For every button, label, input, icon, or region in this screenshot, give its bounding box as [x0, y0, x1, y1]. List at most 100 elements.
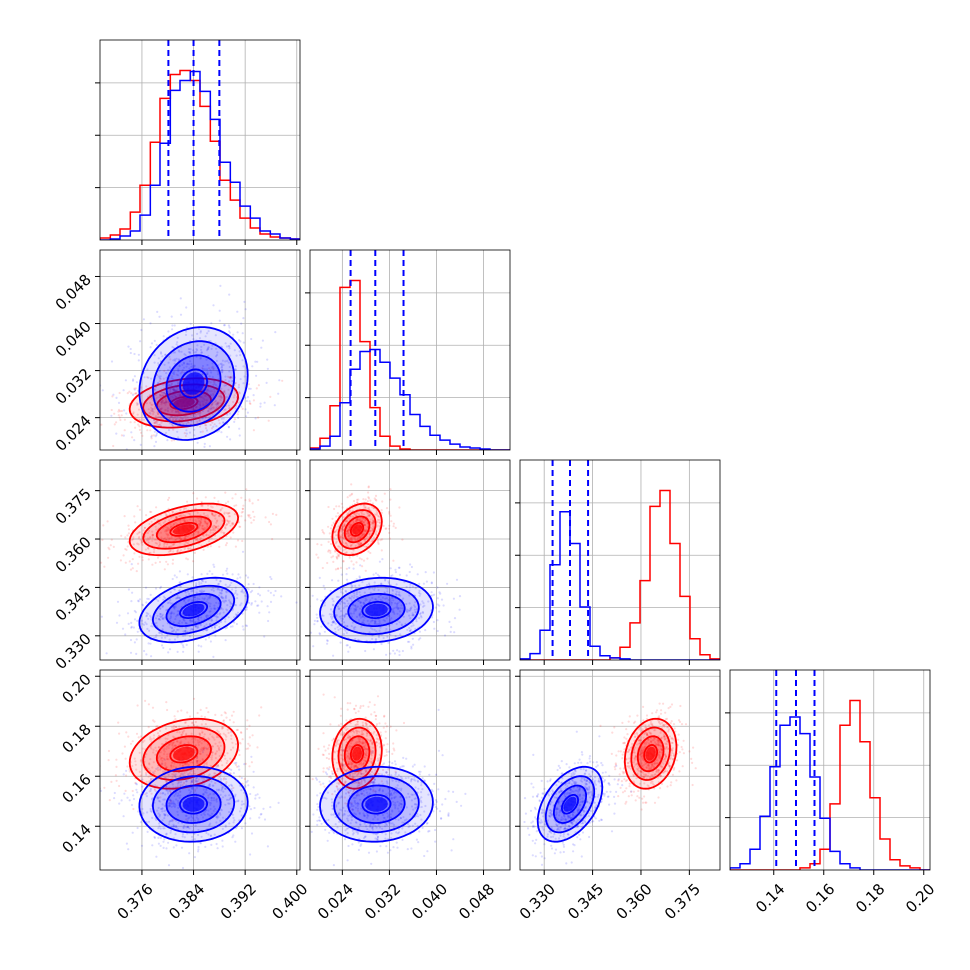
sample-point: [413, 604, 416, 607]
sample-point: [209, 640, 212, 643]
sample-point: [348, 526, 351, 529]
sample-point: [183, 634, 187, 637]
sample-point: [138, 428, 141, 431]
sample-point: [199, 624, 202, 627]
sample-point: [157, 599, 160, 603]
sample-point: [159, 758, 162, 761]
sample-point: [337, 607, 340, 611]
sample-point: [313, 623, 316, 626]
sample-point: [148, 763, 151, 766]
histogram-step: [310, 348, 510, 450]
sample-point: [205, 594, 208, 597]
sample-point: [433, 627, 436, 630]
sample-point: [337, 554, 340, 557]
sample-point: [214, 399, 217, 402]
sample-point: [189, 619, 192, 622]
sample-point: [201, 524, 204, 528]
sample-point: [389, 488, 392, 491]
sample-point: [342, 607, 345, 610]
sample-point: [211, 751, 214, 754]
sample-point: [389, 514, 392, 517]
sample-point: [159, 615, 162, 618]
sample-point: [344, 605, 347, 608]
sample-point: [354, 608, 357, 611]
sample-point: [394, 602, 397, 605]
sample-point: [148, 529, 151, 532]
sample-point: [389, 601, 392, 604]
sample-point: [143, 649, 146, 653]
sample-point: [172, 417, 175, 420]
sample-point: [408, 594, 411, 597]
sample-point: [169, 389, 172, 392]
sample-point: [449, 630, 452, 634]
sample-point: [379, 598, 382, 601]
sample-point: [218, 625, 221, 629]
sample-point: [167, 744, 170, 747]
sample-point: [177, 382, 180, 385]
sample-point: [169, 523, 172, 526]
sample-point: [169, 390, 172, 393]
sample-point: [356, 518, 359, 521]
sample-point: [172, 359, 175, 362]
sample-point: [242, 591, 245, 594]
sample-point: [168, 417, 171, 421]
sample-point: [149, 535, 152, 539]
sample-point: [337, 628, 340, 631]
sample-point: [348, 597, 351, 600]
sample-point: [177, 369, 180, 373]
sample-point: [173, 416, 176, 419]
sample-point: [251, 734, 254, 737]
sample-point: [166, 601, 170, 605]
sample-point: [191, 365, 194, 368]
sample-point: [168, 416, 171, 420]
sample-point: [185, 541, 188, 544]
sample-point: [369, 518, 372, 521]
sample-point: [359, 601, 362, 604]
sample-point: [352, 567, 355, 570]
sample-point: [356, 519, 359, 522]
sample-point: [206, 514, 209, 517]
sample-point: [212, 383, 215, 386]
sample-point: [247, 383, 250, 386]
sample-point: [414, 610, 417, 614]
sample-point: [361, 614, 364, 618]
sample-point: [178, 364, 181, 367]
sample-point: [226, 759, 229, 763]
sample-point: [175, 343, 178, 346]
sample-point: [343, 621, 346, 624]
sample-point: [169, 591, 172, 594]
sample-point: [221, 573, 225, 576]
sample-point: [208, 367, 211, 370]
sample-point: [229, 605, 232, 608]
sample-point: [149, 409, 153, 412]
sample-point: [202, 580, 205, 583]
sample-point: [330, 615, 333, 618]
sample-point: [352, 549, 355, 552]
sample-point: [118, 614, 121, 617]
sample-point: [162, 521, 165, 525]
sample-point: [332, 555, 335, 558]
sample-point: [250, 521, 253, 524]
sample-point: [165, 539, 168, 542]
sample-point: [236, 597, 239, 600]
sample-point: [208, 445, 211, 448]
sample-point: [185, 365, 188, 368]
sample-point: [207, 330, 210, 333]
sample-point: [229, 377, 232, 380]
sample-point: [216, 763, 219, 767]
sample-point: [209, 610, 212, 613]
sample-point: [229, 584, 232, 587]
sample-point: [225, 523, 228, 526]
sample-point: [200, 348, 203, 351]
sample-point: [158, 393, 161, 396]
sample-point: [327, 549, 330, 552]
sample-point: [385, 507, 389, 510]
sample-point: [173, 736, 176, 739]
sample-point: [227, 522, 230, 525]
sample-point: [147, 642, 150, 645]
panel-frame: [99, 39, 301, 241]
sample-point: [384, 597, 387, 600]
sample-point: [242, 504, 245, 507]
sample-point: [378, 629, 381, 632]
sample-point: [137, 423, 140, 426]
